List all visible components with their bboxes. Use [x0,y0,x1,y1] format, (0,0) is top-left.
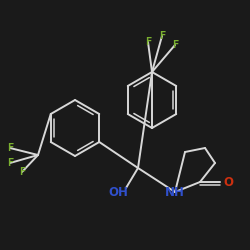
Text: O: O [223,176,233,188]
Text: NH: NH [165,186,185,198]
Text: F: F [159,31,165,41]
Text: F: F [19,167,25,177]
Text: F: F [145,37,151,47]
Text: F: F [7,158,13,168]
Text: F: F [7,143,13,153]
Text: OH: OH [108,186,128,198]
Text: F: F [172,40,178,50]
